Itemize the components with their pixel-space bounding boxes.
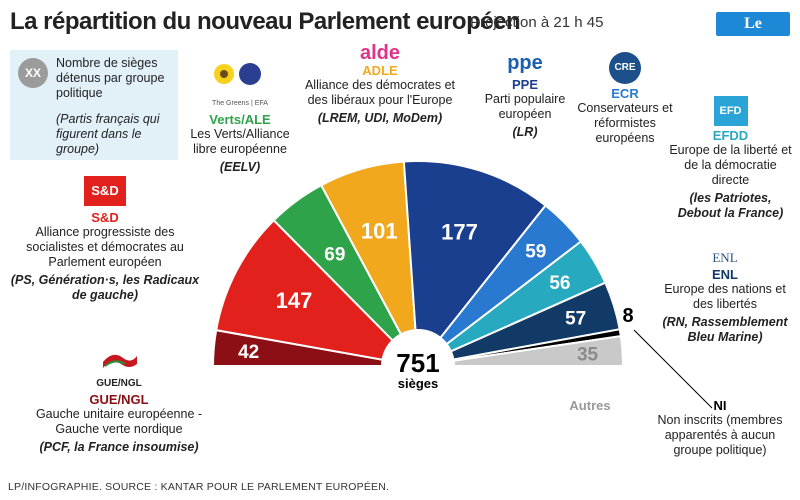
group-adle-label: alde ADLE Alliance des démocrates et des… xyxy=(300,42,460,126)
group-ni-label: NI Non inscrits (membres apparentés à au… xyxy=(650,398,790,458)
verts-logo-icon xyxy=(210,60,270,94)
gue-logo-icon xyxy=(99,350,139,374)
enl-name: Europe des nations et des libertés xyxy=(664,282,786,311)
ni-name: Non inscrits (membres apparentés à aucun… xyxy=(657,413,783,457)
group-ecr-label: CRE ECR Conservateurs et réformistes eur… xyxy=(575,52,675,146)
efdd-abbr: EFDD xyxy=(712,128,749,143)
verts-name: Les Verts/Alliance libre européenne xyxy=(190,127,290,156)
legend-seat-circle-icon: XX xyxy=(18,58,48,88)
total-seats-label: sièges xyxy=(398,376,438,391)
adle-abbr: ADLE xyxy=(362,63,398,78)
enl-logo-icon: ENL xyxy=(712,250,738,265)
efdd-parties: (les Patriotes, Debout la France) xyxy=(677,191,784,220)
ppe-name: Parti populaire européen xyxy=(484,92,566,121)
sd-name: Alliance progressiste des socialistes et… xyxy=(26,225,184,269)
group-verts-label: The Greens | EFA Verts/ALE Les Verts/All… xyxy=(180,60,300,175)
gue-logo-text: GUE/NGL xyxy=(96,378,142,389)
verts-abbr: Verts/ALE xyxy=(209,112,271,127)
gue-abbr: GUE/NGL xyxy=(89,392,149,407)
total-seats: 751 xyxy=(396,348,439,378)
group-ppe-label: ppe PPE Parti populaire européen (LR) xyxy=(470,52,580,140)
group-gue-label: GUE/NGL GUE/NGL Gauche unitaire européen… xyxy=(14,350,224,455)
seat-value-ni: 8 xyxy=(622,305,633,327)
efdd-name: Europe de la liberté et de la démocratie… xyxy=(669,143,792,187)
alde-logo-icon: alde xyxy=(359,42,401,64)
adle-name: Alliance des démocrates et des libéraux … xyxy=(304,78,456,107)
center-circle xyxy=(394,342,442,390)
seat-value-ppe: 177 xyxy=(441,219,478,244)
adle-parties: (LREM, UDI, MoDem) xyxy=(317,111,443,125)
efd-logo-icon: EFD xyxy=(713,96,748,126)
seat-value-enl: 57 xyxy=(565,308,586,329)
sd-abbr: S&D xyxy=(91,210,119,225)
ecr-name: Conservateurs et réformistes européens xyxy=(577,101,673,145)
seat-slice-autres xyxy=(452,334,625,367)
autres-label: Autres xyxy=(569,398,610,413)
gue-name: Gauche unitaire européenne - Gauche vert… xyxy=(35,407,203,436)
projection-time: Projection à 21 h 45 xyxy=(470,14,604,31)
seat-slice-ppe xyxy=(402,160,547,340)
seat-value-verts-ale: 69 xyxy=(324,244,345,265)
ni-abbr: NI xyxy=(713,398,727,413)
sd-logo-icon: S&D xyxy=(84,176,126,206)
group-efdd-label: EFD EFDD Europe de la liberté et de la d… xyxy=(668,96,793,221)
ppe-parties: (LR) xyxy=(512,125,538,139)
enl-parties: (RN, Rassemblement Bleu Marine) xyxy=(662,315,788,344)
legend-box: XX Nombre de sièges détenus par groupe p… xyxy=(10,50,178,160)
sd-parties: (PS, Génération·s, les Radicaux de gauch… xyxy=(10,273,200,302)
gue-flag-icon xyxy=(103,354,137,368)
page-title: La répartition du nouveau Parlement euro… xyxy=(10,8,521,35)
enl-abbr: ENL xyxy=(712,267,738,282)
verts-logo-text: The Greens | EFA xyxy=(212,100,268,107)
seat-slice-s-d xyxy=(214,218,395,361)
ppe-abbr: PPE xyxy=(511,77,538,92)
le-parisien-logo[interactable]: Le Parisien xyxy=(716,12,790,56)
seat-value-autres: 35 xyxy=(577,345,599,366)
gue-parties: (PCF, la France insoumise) xyxy=(39,440,199,454)
seat-value-gue-ngl: 42 xyxy=(238,342,259,363)
seat-value-adle: 101 xyxy=(361,218,398,243)
ni-leader-line xyxy=(633,329,713,409)
ecr-abbr: ECR xyxy=(611,86,639,101)
cre-logo-icon: CRE xyxy=(609,52,641,84)
legend-parties-text: (Partis français qui figurent dans le gr… xyxy=(56,112,160,156)
seat-value-ecr: 59 xyxy=(525,241,546,262)
group-sd-label: S&D S&D Alliance progressiste des social… xyxy=(10,176,200,303)
group-enl-label: ENL ENL Europe des nations et des libert… xyxy=(660,250,790,345)
seat-value-efdd: 56 xyxy=(549,273,570,294)
legend-text: Nombre de sièges détenus par groupe poli… xyxy=(56,56,165,100)
seat-value-s-d: 147 xyxy=(276,288,313,313)
ppe-logo-icon: ppe xyxy=(507,52,543,74)
footer-source: LP/INFOGRAPHIE. SOURCE : KANTAR POUR LE … xyxy=(8,481,390,493)
verts-parties: (EELV) xyxy=(219,160,261,174)
